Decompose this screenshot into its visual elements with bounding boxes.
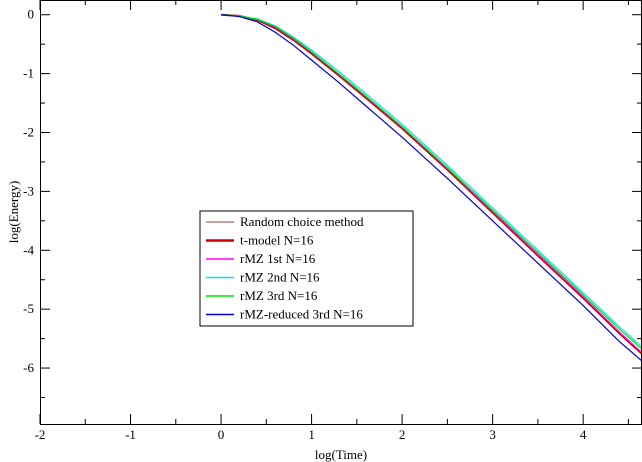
series-line-6 xyxy=(221,14,642,362)
y-tick-label: -3 xyxy=(23,183,34,198)
legend-entry-label: rMZ-reduced 3rd N=16 xyxy=(240,307,363,322)
series-layer xyxy=(221,13,642,362)
x-tick-label: -2 xyxy=(35,427,46,442)
series-line-5 xyxy=(221,14,642,350)
x-tick-label: 4 xyxy=(580,427,587,442)
y-tick-label: -2 xyxy=(23,125,34,140)
legend-entry-label: rMZ 2nd N=16 xyxy=(240,270,320,285)
legend-entry-label: Random choice method xyxy=(240,214,364,229)
series-line-2 xyxy=(221,13,642,355)
legend-box xyxy=(199,210,414,327)
legend: Random choice method t-model N=16 rMZ 1st … xyxy=(199,210,414,327)
legend-entry-label: rMZ 3rd N=16 xyxy=(240,288,318,303)
x-tick-label: 1 xyxy=(308,427,315,442)
y-tick-label: -5 xyxy=(23,301,34,316)
x-axis-label: log(Time) xyxy=(315,447,367,462)
x-tick-label: -1 xyxy=(125,427,136,442)
legend-entry-label: rMZ 1st N=16 xyxy=(240,251,316,266)
x-tick-label: 3 xyxy=(489,427,496,442)
x-tick-label: 0 xyxy=(218,427,225,442)
legend-entry-label: t-model N=16 xyxy=(240,233,314,248)
y-tick-label: -1 xyxy=(23,66,34,81)
ticks-layer: -2 -1 0 1 2 3 4 0 -1 -2 -3 -4 -5 -6 xyxy=(23,0,642,442)
y-tick-label: -6 xyxy=(23,360,34,375)
x-tick-label: 2 xyxy=(399,427,406,442)
y-axis-label: log(Energy) xyxy=(6,181,21,244)
y-tick-label: 0 xyxy=(28,7,35,22)
y-tick-label: -4 xyxy=(23,242,34,257)
